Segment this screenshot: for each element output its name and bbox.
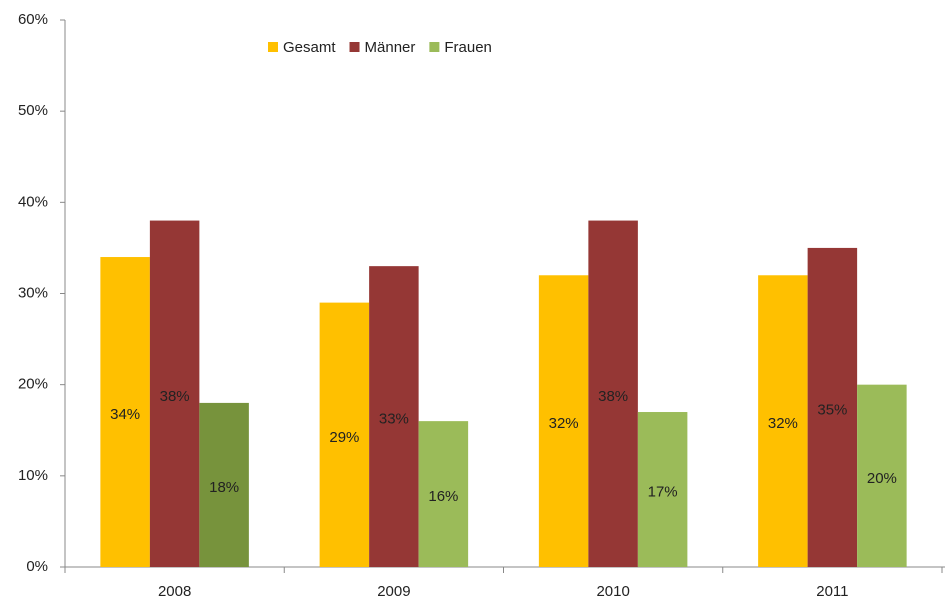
x-tick-label: 2011 xyxy=(816,583,848,600)
legend-label: Gesamt xyxy=(283,39,336,56)
y-tick-label: 20% xyxy=(18,376,48,393)
legend-swatch xyxy=(349,42,360,52)
value-label: 29% xyxy=(329,429,359,446)
y-tick-label: 0% xyxy=(26,558,48,575)
legend-label: Männer xyxy=(365,39,416,56)
x-tick-label: 2010 xyxy=(596,583,629,600)
bar xyxy=(149,220,200,568)
legend-label: Frauen xyxy=(444,39,492,56)
value-label: 18% xyxy=(209,479,239,496)
bar xyxy=(588,220,638,568)
bar xyxy=(369,266,419,567)
bar xyxy=(807,247,858,567)
value-label: 20% xyxy=(867,470,897,487)
value-label: 38% xyxy=(598,388,628,405)
value-label: 35% xyxy=(817,401,847,418)
y-tick-label: 40% xyxy=(18,193,48,210)
bar xyxy=(538,275,589,567)
legend-swatch xyxy=(429,42,440,52)
bar xyxy=(637,412,688,567)
y-tick-label: 60% xyxy=(18,11,48,28)
value-label: 33% xyxy=(379,411,409,428)
value-label: 32% xyxy=(549,415,579,432)
value-label: 34% xyxy=(110,406,140,423)
value-label: 38% xyxy=(160,388,190,405)
x-tick-label: 2008 xyxy=(158,583,191,600)
bar xyxy=(758,275,808,567)
y-tick-label: 50% xyxy=(18,102,48,119)
value-label: 16% xyxy=(428,488,458,505)
bar xyxy=(100,257,150,567)
bar xyxy=(319,302,370,567)
bar xyxy=(199,402,249,567)
x-tick-label: 2009 xyxy=(377,583,410,600)
y-tick-label: 10% xyxy=(18,467,48,484)
value-label: 32% xyxy=(768,415,798,432)
bar xyxy=(418,421,469,567)
y-tick-label: 30% xyxy=(18,284,48,301)
value-label: 17% xyxy=(648,483,678,500)
legend-swatch xyxy=(268,42,278,52)
bar xyxy=(857,384,907,567)
